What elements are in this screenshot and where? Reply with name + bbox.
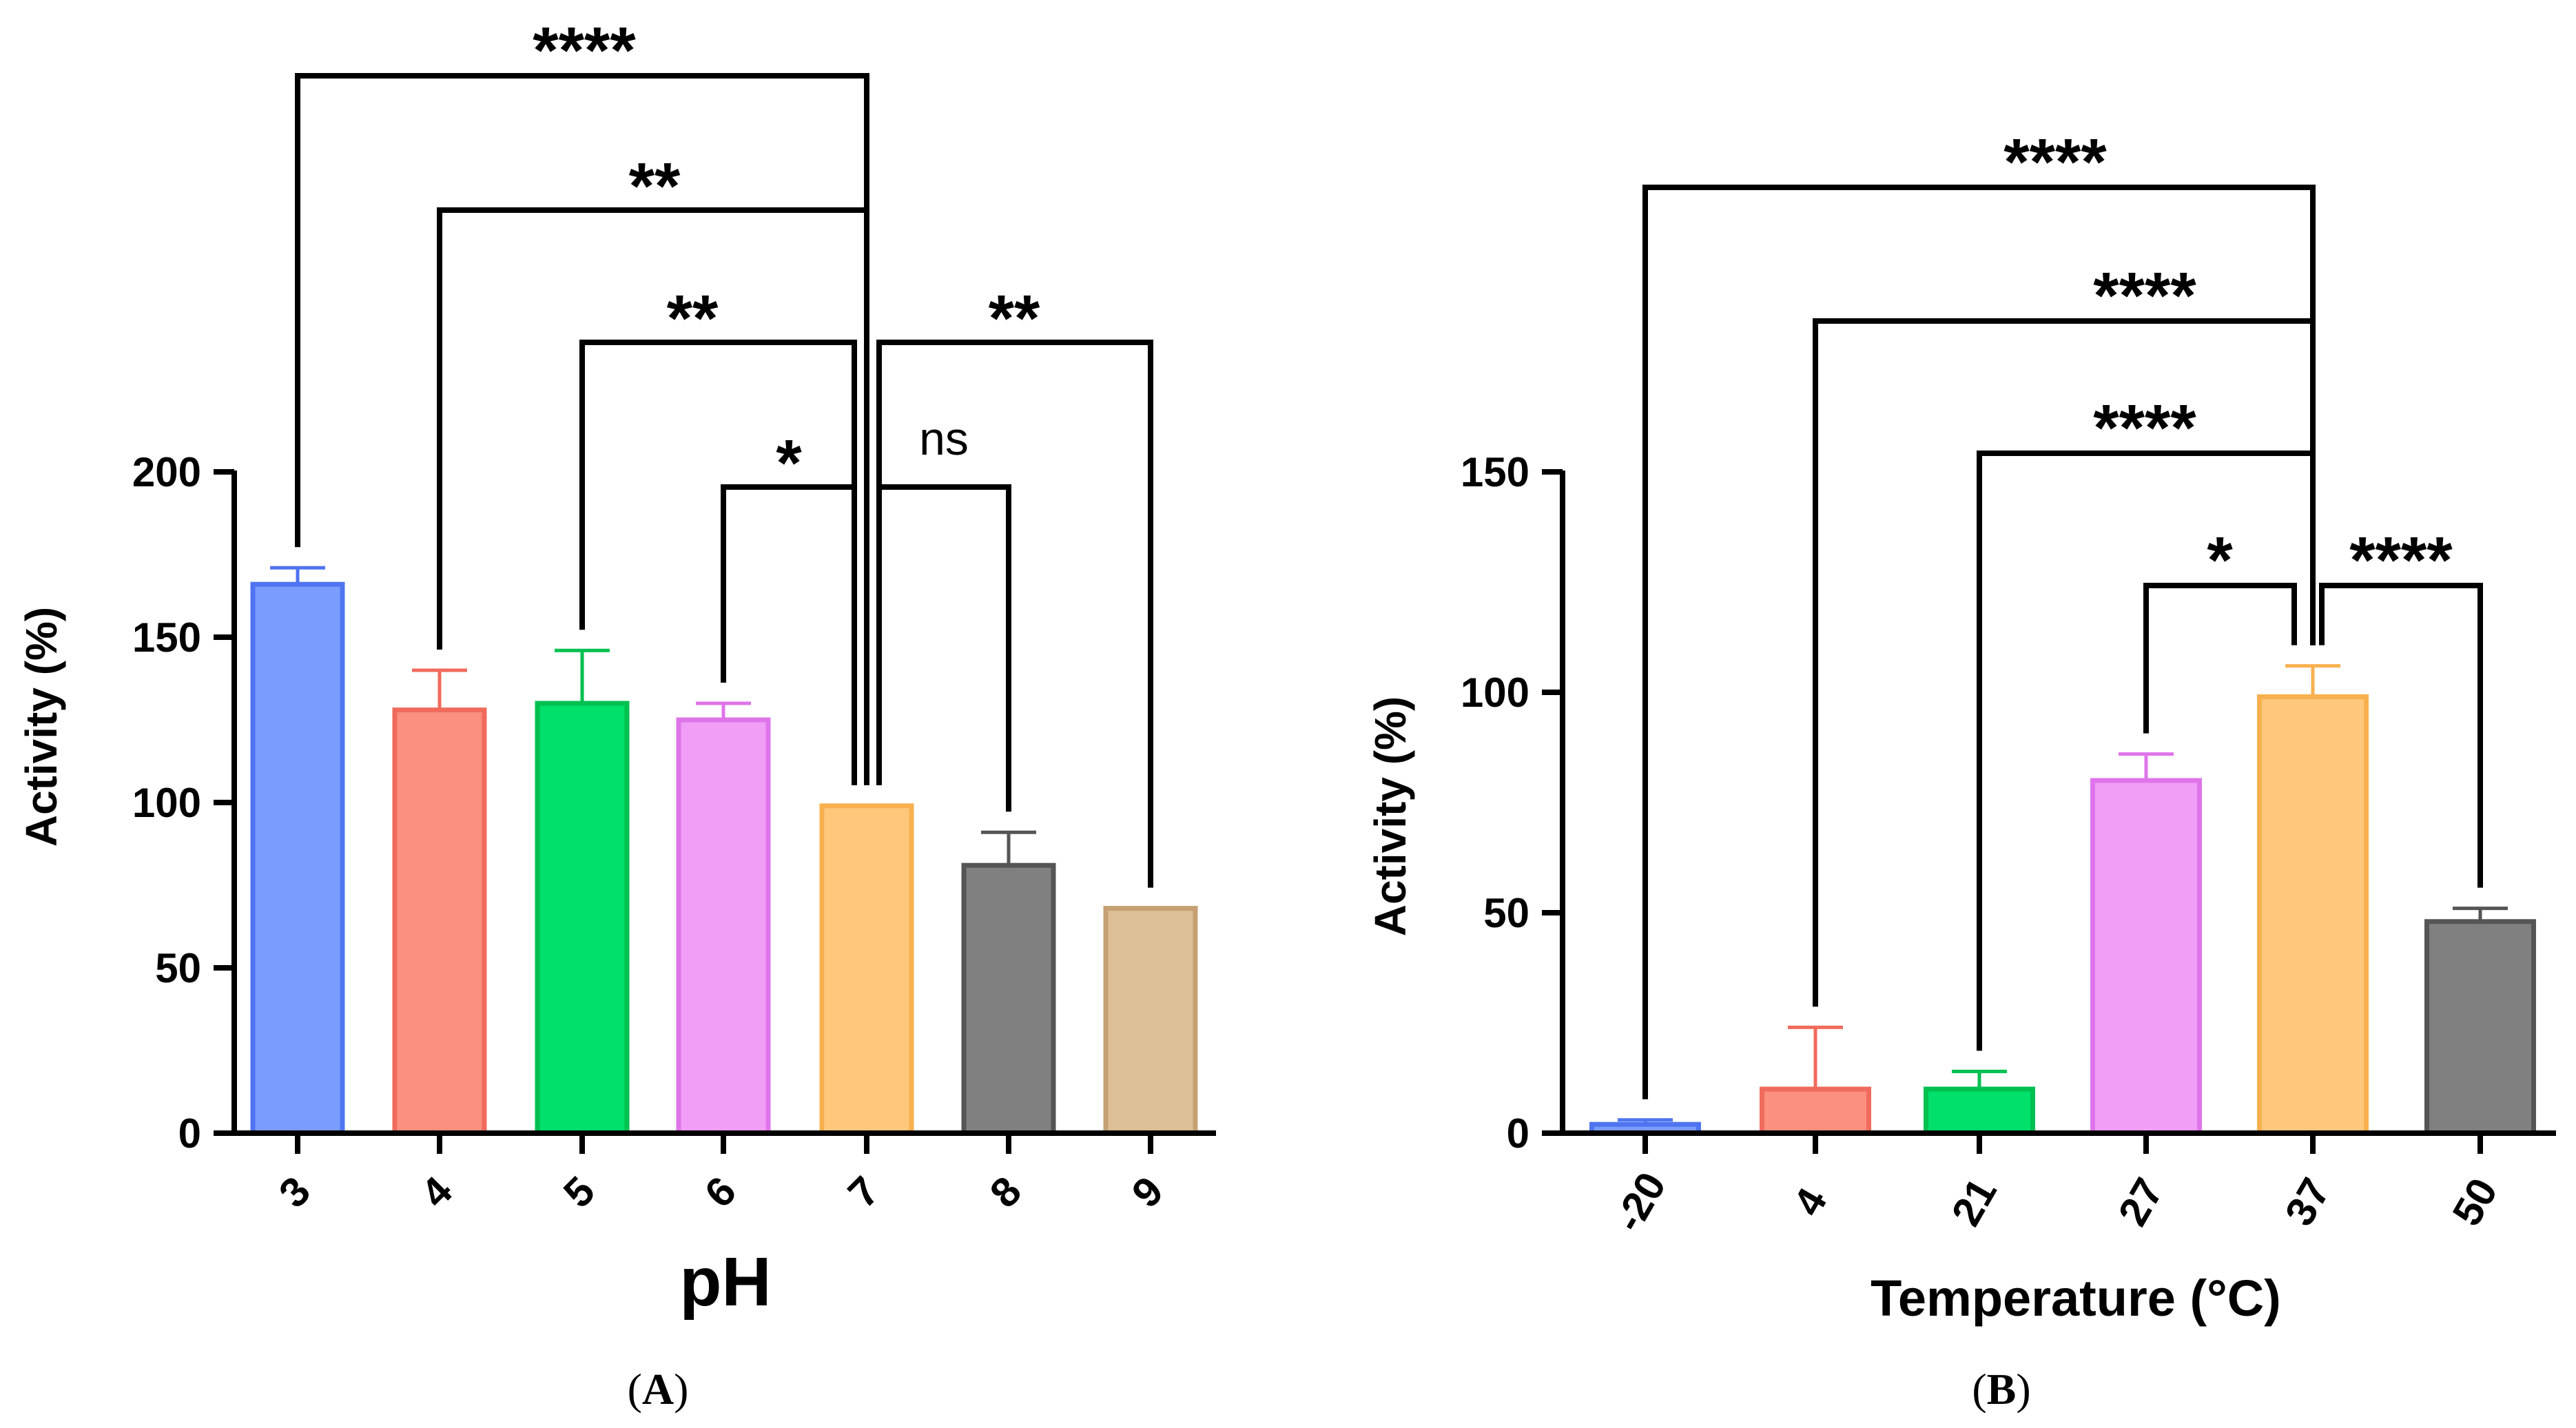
panel-a-significance-brackets: ******** *** ns [295,14,1153,888]
significance-label: **** [2093,391,2196,465]
bar-8 [961,862,1056,1136]
panel-b-bars [1589,694,2536,1136]
x-tick-label: 8 [981,1168,1030,1217]
y-tick-label: 50 [155,945,201,991]
bar-4 [1760,1086,1871,1136]
x-tick-label: 6 [696,1168,745,1217]
bar-4 [392,707,487,1136]
x-tick-label: 4 [1784,1180,1836,1223]
y-tick-label: 200 [132,449,201,495]
y-tick-label: 0 [1507,1110,1529,1157]
significance-bracket [1977,451,2316,1051]
significance-label: **** [2003,125,2107,199]
bar-3 [250,581,345,1136]
significance-label: ** [629,149,681,223]
y-tick-label: 100 [132,780,201,826]
significance-label: * [2207,524,2233,597]
y-tick-label: 0 [178,1110,201,1157]
panel-b-label: (B) [1972,1365,2030,1414]
significance-label: **** [2349,524,2453,597]
bar-27 [2090,778,2202,1136]
x-tick-label: 27 [2110,1170,2172,1233]
significance-label: ns [919,413,969,465]
bar-21 [1924,1086,2035,1136]
y-tick-label: 150 [132,614,201,661]
significance-label: * [776,426,802,500]
panel-a-label: (A) [628,1365,689,1414]
x-tick-label: 21 [1943,1170,2006,1233]
x-tick-label: 3 [270,1168,319,1217]
significance-bracket [876,484,1011,812]
significance-bracket [437,207,869,785]
y-tick-label: 50 [1483,890,1529,936]
x-tick-label: 50 [2444,1170,2506,1233]
bar-9 [1103,906,1198,1136]
bar-50 [2424,919,2536,1136]
y-tick-label: 150 [1461,449,1529,495]
panel-b-significance-brackets: ************* **** [1642,125,2483,1099]
x-tick-label: 9 [1123,1168,1172,1217]
significance-bracket [721,484,857,785]
panel-b-label-letter: B [1987,1365,2017,1414]
significance-label: **** [2093,259,2196,333]
bar-37 [2257,694,2369,1136]
significance-bracket [2319,583,2483,888]
x-tick-label: 7 [839,1168,888,1217]
significance-label: **** [533,14,636,87]
x-tick-label: 37 [2276,1170,2339,1233]
x-tick-label: -20 [1605,1164,1675,1239]
significance-label: ** [989,282,1040,355]
significance-bracket [2143,583,2297,734]
bar-6 [676,717,771,1136]
panel-a-label-letter: A [642,1365,674,1414]
significance-label: ** [667,282,719,355]
panel-b-error-bars [1618,664,2508,1125]
bar-7 [819,803,914,1136]
panel-b-y-axis-title: Activity (%) [1366,696,1415,937]
bar-5 [535,701,630,1136]
y-tick-label: 100 [1461,670,1529,716]
panel-a-y-axis-title: Activity (%) [17,607,66,847]
panel-a-x-axis-title: pH [679,1243,771,1321]
panel-a-error-bars [270,566,1036,866]
x-tick-label: 5 [555,1168,604,1217]
x-tick-label: 4 [412,1168,461,1217]
panel-b-x-axis-title: Temperature (°C) [1871,1270,2281,1327]
significance-bracket [1813,318,2316,1007]
